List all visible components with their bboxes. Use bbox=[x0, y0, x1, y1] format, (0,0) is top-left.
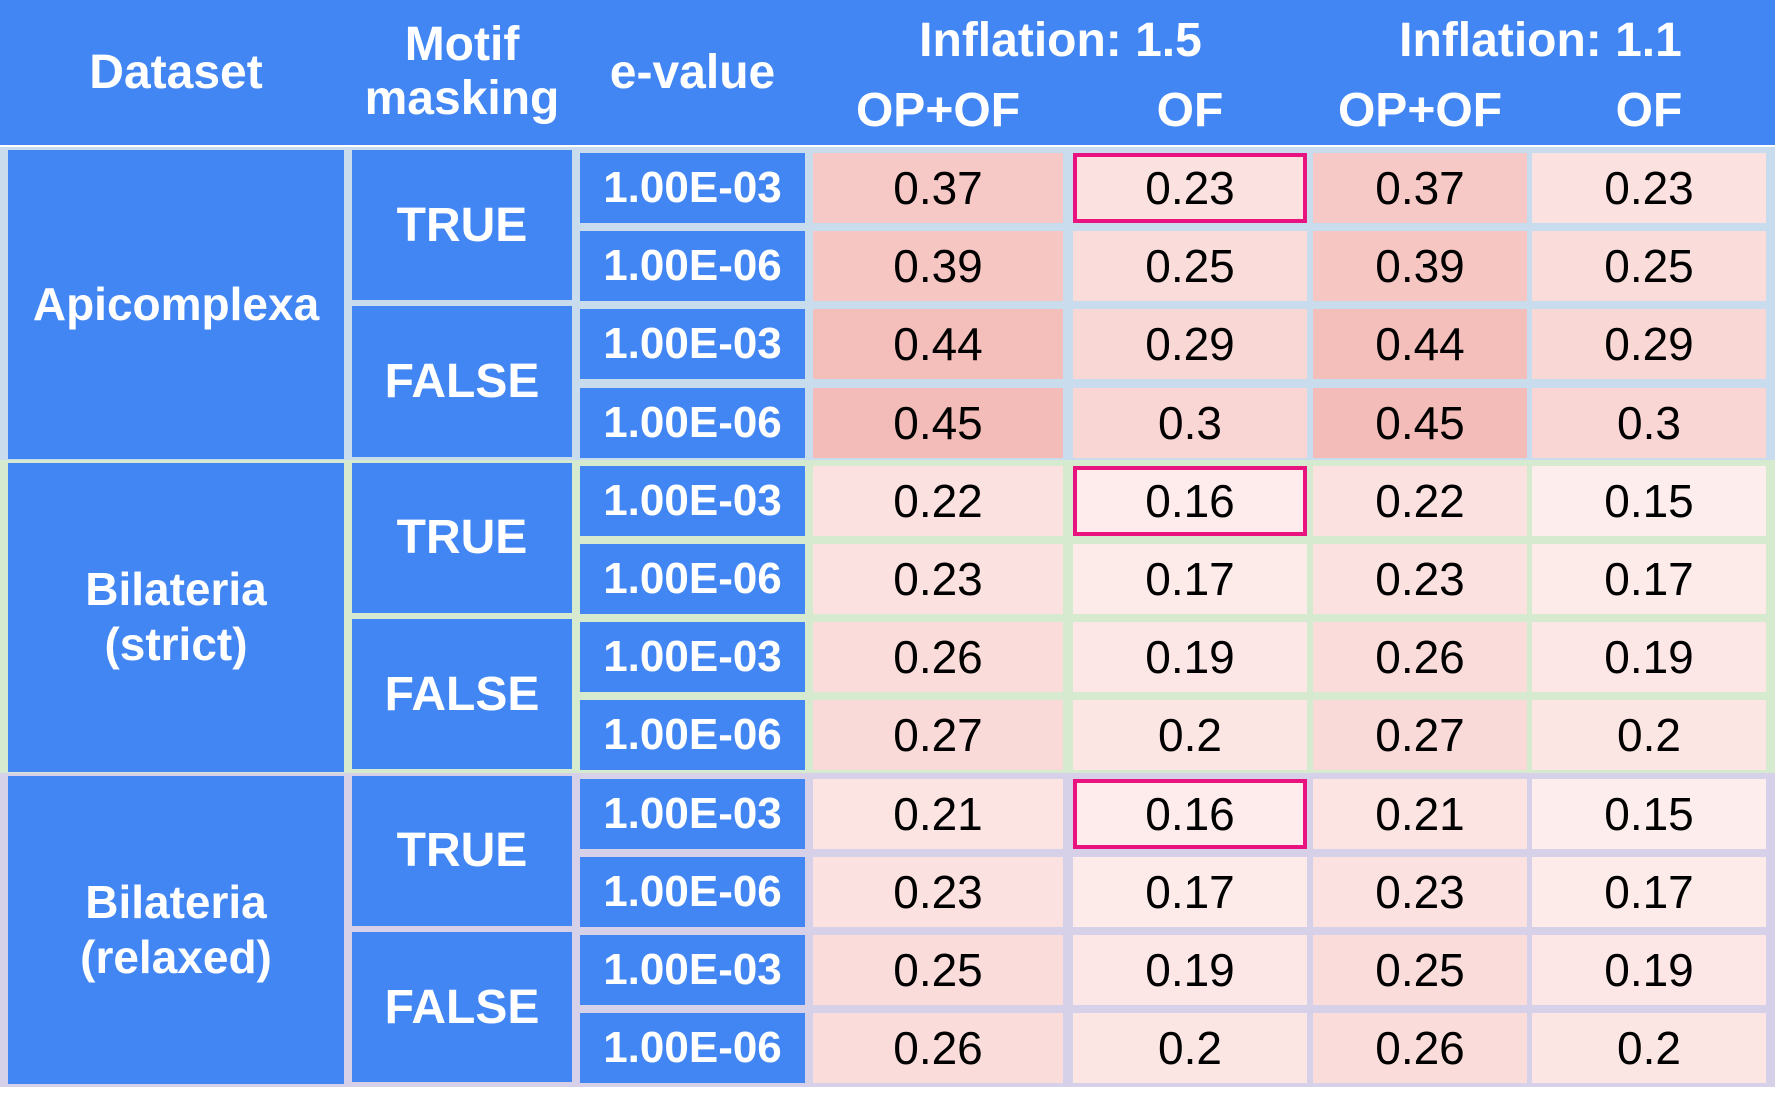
value-cell: 0.23 bbox=[813, 544, 1063, 614]
header-background bbox=[0, 0, 1775, 145]
value-cell: 0.27 bbox=[813, 700, 1063, 771]
value-cell: 0.2 bbox=[1073, 1013, 1307, 1084]
motif-masking-label: TRUE bbox=[352, 150, 572, 301]
header-col-3: OP+OF bbox=[1337, 84, 1503, 138]
header-col-4: OF bbox=[1615, 84, 1683, 138]
value-cell: 0.26 bbox=[1313, 1013, 1527, 1084]
motif-masking-label: TRUE bbox=[352, 775, 572, 926]
value-cell: 0.25 bbox=[1532, 231, 1766, 302]
value-cell: 0.23 bbox=[1313, 544, 1527, 614]
header-motif-masking: Motif masking bbox=[364, 18, 560, 125]
value-cell: 0.22 bbox=[1313, 465, 1527, 536]
header-dataset: Dataset bbox=[89, 45, 263, 99]
value-cell: 0.2 bbox=[1532, 700, 1766, 771]
value-cell: 0.37 bbox=[813, 153, 1063, 223]
value-cell: 0.27 bbox=[1313, 700, 1527, 771]
value-cell: 0.26 bbox=[813, 1013, 1063, 1084]
value-cell: 0.45 bbox=[813, 387, 1063, 458]
value-cell: 0.19 bbox=[1073, 935, 1307, 1005]
e-value-cell: 1.00E-03 bbox=[580, 935, 805, 1005]
motif-masking-label: FALSE bbox=[352, 619, 572, 770]
value-cell: 0.17 bbox=[1073, 856, 1307, 927]
value-cell: 0.37 bbox=[1313, 153, 1527, 223]
value-cell: 0.26 bbox=[813, 622, 1063, 693]
value-cell: 0.39 bbox=[1313, 231, 1527, 302]
value-cell: 0.25 bbox=[1073, 231, 1307, 302]
e-value-cell: 1.00E-06 bbox=[580, 856, 805, 927]
value-cell: 0.2 bbox=[1073, 700, 1307, 771]
e-value-cell: 1.00E-06 bbox=[580, 231, 805, 302]
value-cell: 0.19 bbox=[1532, 935, 1766, 1005]
header-group-1: Inflation: 1.5 bbox=[919, 14, 1202, 68]
motif-masking-label: FALSE bbox=[352, 306, 572, 457]
e-value-cell: 1.00E-03 bbox=[580, 778, 805, 849]
value-cell: 0.29 bbox=[1073, 309, 1307, 380]
value-cell: 0.19 bbox=[1073, 622, 1307, 693]
value-cell: 0.44 bbox=[813, 309, 1063, 380]
value-cell: 0.17 bbox=[1532, 544, 1766, 614]
e-value-cell: 1.00E-03 bbox=[580, 309, 805, 380]
value-cell: 0.25 bbox=[1313, 935, 1527, 1005]
dataset-label: Bilateria (relaxed) bbox=[8, 775, 344, 1085]
header-group-2: Inflation: 1.1 bbox=[1399, 14, 1682, 68]
value-cell: 0.23 bbox=[813, 856, 1063, 927]
highlighted-value-cell: 0.23 bbox=[1073, 153, 1307, 223]
value-cell: 0.45 bbox=[1313, 387, 1527, 458]
value-cell: 0.21 bbox=[813, 778, 1063, 849]
highlighted-value-cell: 0.16 bbox=[1073, 778, 1307, 849]
dataset-label: Bilateria (strict) bbox=[8, 462, 344, 772]
value-cell: 0.3 bbox=[1073, 387, 1307, 458]
dataset-label: Apicomplexa bbox=[8, 150, 344, 459]
motif-masking-label: TRUE bbox=[352, 462, 572, 613]
value-cell: 0.15 bbox=[1532, 465, 1766, 536]
value-cell: 0.17 bbox=[1532, 856, 1766, 927]
value-cell: 0.44 bbox=[1313, 309, 1527, 380]
header-col-1: OP+OF bbox=[855, 84, 1021, 138]
value-cell: 0.19 bbox=[1532, 622, 1766, 693]
value-cell: 0.21 bbox=[1313, 778, 1527, 849]
motif-masking-label: FALSE bbox=[352, 932, 572, 1083]
e-value-cell: 1.00E-06 bbox=[580, 1013, 805, 1084]
value-cell: 0.3 bbox=[1532, 387, 1766, 458]
value-cell: 0.39 bbox=[813, 231, 1063, 302]
e-value-cell: 1.00E-06 bbox=[580, 387, 805, 458]
value-cell: 0.23 bbox=[1532, 153, 1766, 223]
e-value-cell: 1.00E-06 bbox=[580, 544, 805, 614]
highlighted-value-cell: 0.16 bbox=[1073, 465, 1307, 536]
e-value-cell: 1.00E-03 bbox=[580, 153, 805, 223]
header-col-2: OF bbox=[1156, 84, 1224, 138]
e-value-cell: 1.00E-03 bbox=[580, 465, 805, 536]
value-cell: 0.15 bbox=[1532, 778, 1766, 849]
value-cell: 0.2 bbox=[1532, 1013, 1766, 1084]
value-cell: 0.23 bbox=[1313, 856, 1527, 927]
value-cell: 0.17 bbox=[1073, 544, 1307, 614]
e-value-cell: 1.00E-03 bbox=[580, 622, 805, 693]
value-cell: 0.25 bbox=[813, 935, 1063, 1005]
header-e-value: e-value bbox=[609, 45, 776, 99]
e-value-cell: 1.00E-06 bbox=[580, 700, 805, 771]
value-cell: 0.29 bbox=[1532, 309, 1766, 380]
value-cell: 0.26 bbox=[1313, 622, 1527, 693]
value-cell: 0.22 bbox=[813, 465, 1063, 536]
